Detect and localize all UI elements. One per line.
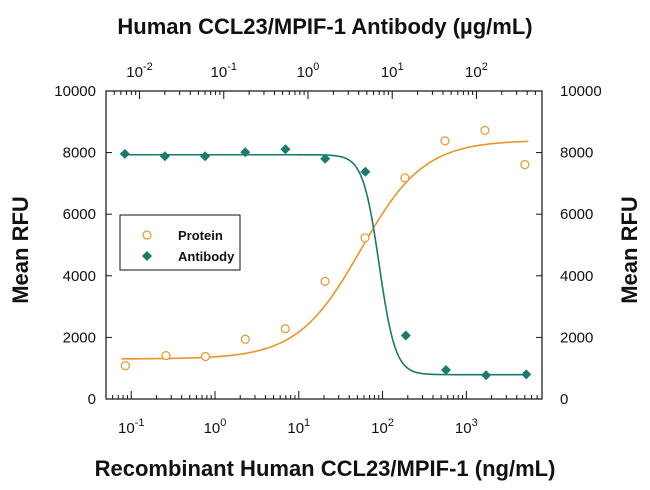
antibody-point [119,148,130,159]
antibody-point [280,144,291,155]
y-tick-label-right: 8000 [560,145,593,162]
protein-point [400,173,410,183]
legend-protein-label: Protein [178,228,223,243]
protein-point [440,136,450,146]
antibody-point [159,151,170,162]
antibody-point [400,330,411,341]
protein-point [200,351,211,362]
legend-antibody-marker [142,251,152,261]
antibody-point [521,369,532,380]
y-tick-label-left: 0 [88,391,96,408]
protein-point [480,125,490,136]
antibody-point [240,147,251,158]
x-bottom-tick-label: 103 [455,417,478,437]
y-tick-label-left: 10000 [54,83,96,100]
protein-point [161,350,171,361]
y-tick-label-right: 4000 [560,268,593,285]
y-tick-label-right: 0 [560,391,568,408]
protein-fit-curve [121,140,529,360]
chart-title: Human CCL23/MPIF-1 Antibody (µg/mL) [117,14,532,39]
legend: Protein Antibody [119,214,241,271]
x-top-tick-label: 100 [297,61,320,81]
antibody-point [441,365,452,376]
antibody-point [360,166,371,177]
legend-box [119,214,241,271]
x-bottom-tick-label: 102 [371,417,394,437]
y-tick-label-left: 8000 [63,145,96,162]
y-axis-label-left: Mean RFU [8,196,33,304]
x-bottom-tick-label: 101 [287,417,310,437]
y-tick-label-right: 10000 [560,83,602,100]
y-tick-label-right: 2000 [560,329,593,346]
y-tick-label-right: 6000 [560,206,593,223]
x-axis-label: Recombinant Human CCL23/MPIF-1 (ng/mL) [95,456,556,481]
antibody-point [200,151,211,162]
y-axis-label-right: Mean RFU [617,196,642,304]
protein-point [520,160,530,170]
legend-antibody-label: Antibody [178,249,235,264]
protein-point [280,324,290,334]
points-layer [119,125,532,381]
protein-point [120,361,130,371]
x-bottom-tick-label: 10-1 [118,417,144,437]
protein-point [240,334,250,344]
y-tick-label-left: 6000 [63,206,96,223]
protein-point [320,276,330,286]
y-tick-label-left: 2000 [63,329,96,346]
x-top-tick-label: 10-1 [211,61,237,81]
legend-protein-marker [142,230,152,240]
x-top-tick-label: 101 [381,61,404,81]
antibody-point [320,153,331,164]
x-bottom-tick-label: 100 [204,417,227,437]
protein-point [360,233,370,243]
x-top-tick-label: 10-2 [126,61,152,81]
antibody-point [481,370,492,381]
y-tick-label-left: 4000 [63,268,96,285]
x-top-tick-label: 102 [465,61,488,81]
ticks-layer: 0 0 2000 2000 4000 4000 6000 6000 8000 8000 10000 1… [54,61,601,437]
